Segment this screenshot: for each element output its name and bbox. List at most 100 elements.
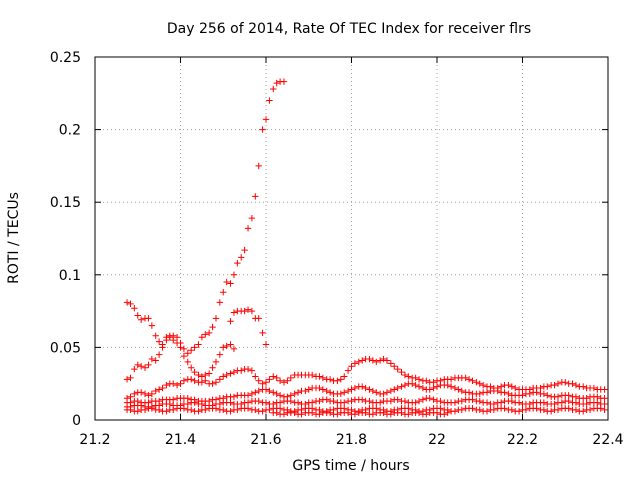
y-tick-label: 0.25 [50, 50, 81, 66]
data-point [412, 381, 419, 389]
data-point [508, 406, 516, 414]
data-point [134, 408, 141, 415]
data-point [180, 352, 188, 360]
data-point [323, 387, 330, 395]
data-point [387, 360, 395, 367]
data-point [437, 397, 444, 405]
data-point [230, 393, 238, 400]
data-point [148, 355, 156, 363]
data-point [166, 334, 174, 341]
data-point [227, 408, 234, 415]
data-point [415, 397, 423, 405]
data-point [198, 379, 206, 386]
data-point [262, 399, 270, 406]
data-point [259, 126, 266, 133]
data-point [505, 390, 512, 398]
data-point [287, 374, 294, 382]
data-point [141, 364, 149, 371]
data-point [270, 373, 277, 380]
data-point [412, 399, 419, 406]
data-point [494, 387, 501, 395]
data-point [444, 381, 451, 389]
data-point [195, 371, 202, 379]
data-point [137, 363, 145, 370]
data-point [170, 336, 177, 344]
data-point [601, 386, 608, 393]
data-point [594, 399, 601, 406]
data-point [266, 406, 273, 414]
data-point [152, 357, 159, 364]
data-point [230, 271, 238, 278]
data-point [319, 374, 327, 382]
data-point [127, 300, 134, 308]
data-point [184, 358, 191, 366]
data-point [166, 400, 174, 408]
data-point [415, 409, 423, 416]
data-point [173, 381, 181, 389]
data-point [423, 410, 430, 418]
data-point [255, 315, 262, 322]
data-point [238, 367, 245, 374]
data-point [191, 377, 198, 384]
data-point [447, 376, 455, 383]
data-point [341, 399, 348, 406]
data-point [198, 373, 206, 380]
data-point [294, 399, 302, 406]
data-point [216, 299, 224, 306]
data-point [273, 79, 280, 87]
data-point [430, 396, 437, 403]
data-point [426, 395, 433, 402]
data-point [230, 345, 238, 353]
data-point [533, 389, 540, 396]
data-point [562, 379, 569, 386]
data-point [198, 400, 206, 408]
data-point [316, 384, 323, 392]
data-point [220, 373, 227, 380]
data-point [127, 393, 134, 400]
data-point [323, 396, 330, 403]
data-point [316, 410, 323, 418]
data-point [373, 358, 380, 366]
data-point [302, 387, 309, 395]
data-point [551, 381, 558, 389]
y-axis-label: ROTI / TECUs [6, 192, 22, 284]
data-point [241, 307, 248, 315]
data-point [145, 361, 152, 369]
data-point [209, 364, 216, 371]
data-point [423, 377, 430, 384]
data-point [394, 396, 401, 403]
data-point [572, 381, 580, 389]
data-point [195, 408, 202, 415]
data-point [230, 309, 238, 316]
data-point [522, 406, 530, 414]
data-point [159, 384, 166, 392]
data-point [220, 344, 227, 351]
data-point [276, 399, 284, 406]
data-point [255, 162, 262, 170]
data-point [358, 357, 366, 364]
data-point [387, 397, 395, 405]
data-point [326, 409, 334, 416]
data-point [344, 367, 352, 374]
data-point [259, 380, 266, 387]
data-point [537, 384, 544, 392]
data-point [244, 405, 252, 412]
data-point [141, 406, 149, 414]
y-tick-label: 0.15 [50, 195, 81, 211]
data-point [284, 377, 291, 384]
data-point [223, 371, 230, 379]
data-point [270, 85, 277, 93]
data-point [177, 380, 184, 387]
data-point [227, 341, 234, 348]
data-point [184, 400, 191, 408]
data-point [415, 376, 423, 383]
data-points [123, 78, 608, 418]
data-point [262, 386, 270, 393]
data-point [252, 373, 259, 380]
data-point [326, 389, 334, 396]
data-point [383, 357, 391, 364]
data-point [419, 396, 427, 403]
data-point [380, 409, 387, 416]
data-point [351, 410, 359, 418]
data-point [476, 397, 483, 405]
